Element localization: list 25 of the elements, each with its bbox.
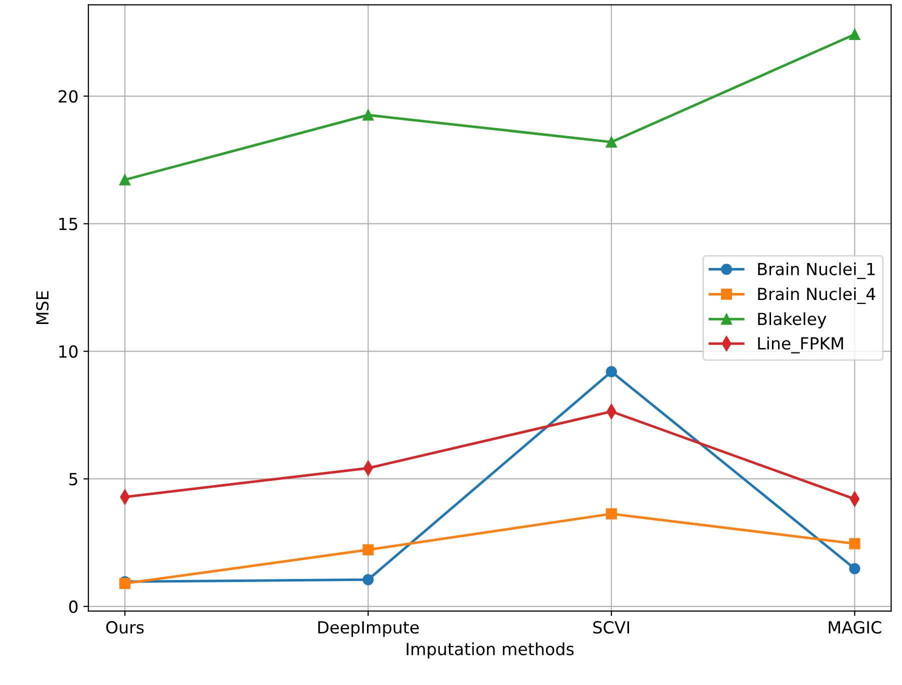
x-tick-label: DeepImpute xyxy=(318,621,419,637)
legend-label: Brain Nuclei_1 xyxy=(758,262,875,280)
point xyxy=(849,563,860,574)
point xyxy=(362,574,374,586)
point xyxy=(119,174,130,186)
legend-label: Brain Nuclei_4 xyxy=(758,287,876,304)
point xyxy=(362,109,374,121)
point xyxy=(849,538,860,550)
point xyxy=(606,366,617,378)
y-tick-label: 10 xyxy=(59,345,78,358)
legend-label: Line_FPKM xyxy=(758,336,843,354)
x-tick-label: MAGIC xyxy=(828,621,882,634)
point xyxy=(606,508,617,520)
x-axis-title: Imputation methods xyxy=(406,642,574,659)
y-tick-label: 20 xyxy=(58,90,78,103)
x-tick-label: Ours xyxy=(106,621,144,634)
x-tick-label: SCVI xyxy=(593,621,630,634)
legend-label: Blakeley xyxy=(758,312,826,328)
point xyxy=(606,136,617,148)
y-tick-label: 0 xyxy=(69,600,78,613)
point xyxy=(849,28,860,40)
y-axis-title: MSE xyxy=(36,291,49,324)
point xyxy=(362,544,374,556)
y-tick-label: 5 xyxy=(69,473,78,486)
y-tick-label: 15 xyxy=(59,218,78,230)
